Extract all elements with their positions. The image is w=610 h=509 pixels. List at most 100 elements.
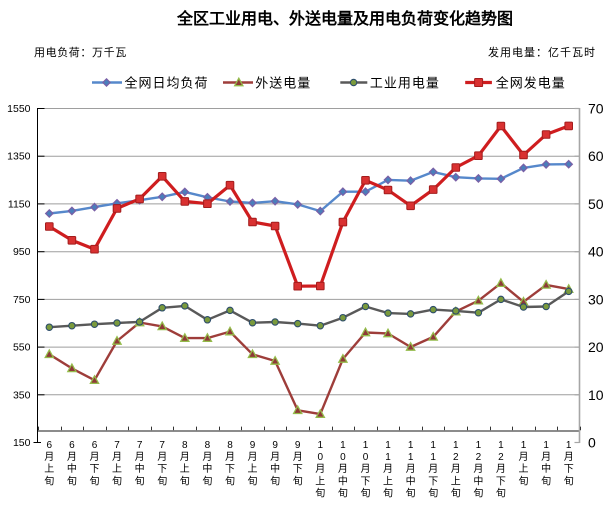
svg-text:1150: 1150 — [8, 198, 31, 210]
svg-text:1: 1 — [566, 440, 572, 451]
svg-text:1350: 1350 — [7, 151, 31, 163]
svg-text:月: 月 — [315, 463, 325, 475]
svg-text:旬: 旬 — [112, 474, 122, 487]
svg-text:旬: 旬 — [519, 474, 529, 487]
svg-text:350: 350 — [13, 389, 31, 401]
svg-text:旬: 旬 — [135, 474, 145, 487]
svg-text:旬: 旬 — [451, 486, 461, 499]
svg-text:1: 1 — [521, 440, 527, 451]
svg-text:月: 月 — [202, 451, 212, 463]
svg-text:上: 上 — [519, 463, 529, 475]
svg-text:7: 7 — [159, 440, 165, 451]
svg-text:旬: 旬 — [473, 486, 483, 499]
svg-text:550: 550 — [13, 342, 31, 354]
svg-text:1: 1 — [543, 440, 549, 451]
svg-text:6: 6 — [47, 440, 53, 451]
svg-text:月: 月 — [293, 451, 303, 463]
svg-text:9: 9 — [272, 440, 278, 451]
svg-text:月: 月 — [157, 451, 167, 463]
svg-text:全网日均负荷: 全网日均负荷 — [125, 76, 209, 91]
svg-text:外送电量: 外送电量 — [255, 76, 311, 91]
svg-text:上: 上 — [112, 463, 122, 475]
svg-text:9: 9 — [295, 440, 301, 451]
svg-text:月: 月 — [112, 451, 122, 463]
svg-text:上: 上 — [180, 463, 190, 475]
svg-text:月: 月 — [67, 451, 77, 463]
svg-text:月: 月 — [90, 451, 100, 463]
svg-text:旬: 旬 — [157, 474, 167, 487]
svg-text:中: 中 — [270, 462, 280, 475]
svg-text:旬: 旬 — [315, 486, 325, 499]
svg-text:1: 1 — [385, 440, 391, 451]
svg-text:下: 下 — [225, 464, 235, 475]
svg-text:6: 6 — [69, 440, 75, 451]
svg-text:上: 上 — [44, 463, 54, 475]
svg-text:2: 2 — [453, 452, 459, 463]
svg-text:8: 8 — [227, 440, 233, 451]
svg-text:中: 中 — [406, 474, 416, 487]
svg-text:旬: 旬 — [202, 474, 212, 487]
svg-text:旬: 旬 — [383, 486, 393, 499]
svg-text:1550: 1550 — [7, 103, 31, 115]
svg-text:8: 8 — [182, 440, 188, 451]
svg-text:2: 2 — [498, 452, 504, 463]
svg-text:40: 40 — [588, 244, 604, 260]
svg-text:下: 下 — [564, 464, 574, 475]
svg-text:下: 下 — [157, 464, 167, 475]
svg-text:下: 下 — [293, 464, 303, 475]
svg-text:月: 月 — [361, 463, 371, 475]
svg-text:60: 60 — [588, 148, 604, 164]
svg-text:中: 中 — [67, 462, 77, 475]
svg-text:1: 1 — [318, 440, 324, 451]
svg-text:旬: 旬 — [248, 474, 258, 487]
svg-text:中: 中 — [473, 474, 483, 487]
svg-text:月: 月 — [451, 463, 461, 475]
svg-text:上: 上 — [315, 475, 325, 487]
svg-text:月: 月 — [135, 451, 145, 463]
svg-text:月: 月 — [270, 451, 280, 463]
svg-text:1: 1 — [430, 440, 436, 451]
svg-text:月: 月 — [225, 451, 235, 463]
svg-text:1: 1 — [498, 440, 504, 451]
svg-text:月: 月 — [406, 463, 416, 475]
svg-text:9: 9 — [250, 440, 256, 451]
svg-text:旬: 旬 — [496, 486, 506, 499]
svg-text:用电负荷：万千瓦: 用电负荷：万千瓦 — [34, 45, 127, 59]
svg-text:月: 月 — [428, 463, 438, 475]
svg-text:月: 月 — [564, 451, 574, 463]
svg-text:中: 中 — [541, 462, 551, 475]
svg-text:旬: 旬 — [180, 474, 190, 487]
svg-text:7: 7 — [114, 440, 120, 451]
svg-text:30: 30 — [588, 291, 604, 307]
svg-text:旬: 旬 — [44, 474, 54, 487]
svg-text:8: 8 — [205, 440, 211, 451]
svg-text:月: 月 — [248, 451, 258, 463]
svg-text:1: 1 — [476, 440, 482, 451]
svg-text:70: 70 — [588, 101, 604, 117]
svg-text:发用电量：亿千瓦时: 发用电量：亿千瓦时 — [488, 45, 596, 59]
svg-text:950: 950 — [13, 246, 31, 258]
svg-text:月: 月 — [338, 463, 348, 475]
svg-text:10: 10 — [588, 387, 604, 403]
svg-text:月: 月 — [44, 451, 54, 463]
svg-text:旬: 旬 — [406, 486, 416, 499]
svg-text:中: 中 — [202, 462, 212, 475]
svg-text:7: 7 — [137, 440, 143, 451]
svg-text:旬: 旬 — [428, 486, 438, 499]
svg-text:旬: 旬 — [541, 474, 551, 487]
svg-text:1: 1 — [408, 452, 414, 463]
svg-text:工业用电量: 工业用电量 — [370, 76, 440, 91]
svg-text:1: 1 — [453, 440, 459, 451]
svg-text:1: 1 — [385, 452, 391, 463]
svg-text:150: 150 — [13, 437, 31, 449]
svg-text:0: 0 — [588, 435, 596, 451]
svg-text:下: 下 — [361, 476, 371, 487]
svg-text:下: 下 — [428, 476, 438, 487]
svg-text:月: 月 — [496, 463, 506, 475]
svg-text:月: 月 — [519, 451, 529, 463]
svg-text:20: 20 — [588, 339, 604, 355]
svg-text:1: 1 — [363, 440, 369, 451]
svg-text:旬: 旬 — [564, 474, 574, 487]
svg-text:月: 月 — [541, 451, 551, 463]
svg-text:旬: 旬 — [270, 474, 280, 487]
